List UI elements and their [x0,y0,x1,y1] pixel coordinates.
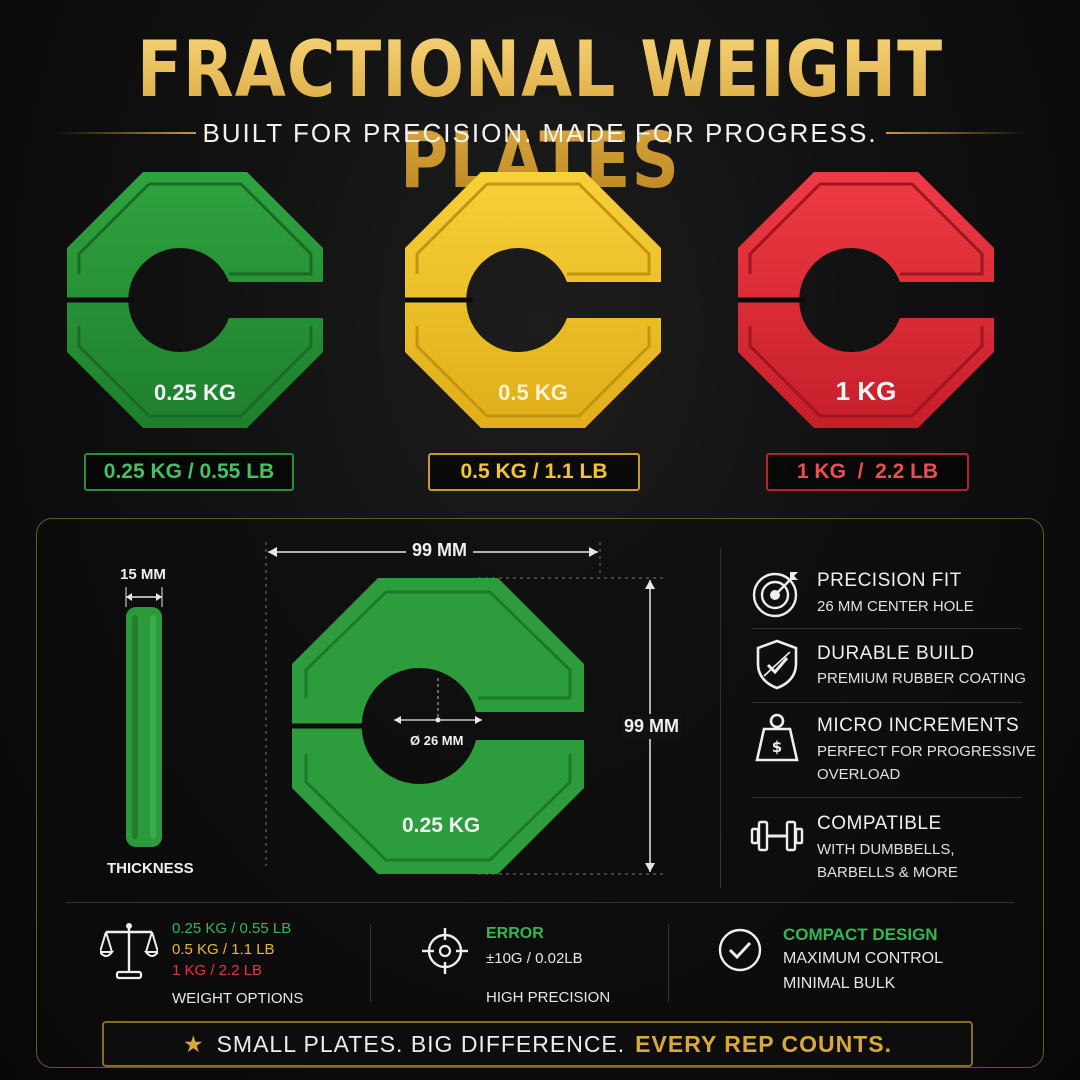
plate-yellow-label: 0.5 KG [498,380,568,405]
compact-title: COMPACT DESIGN [783,925,938,944]
weight-pill-yellow: 0.5 KG / 1.1 LB [428,453,640,491]
target-icon [752,572,798,618]
thickness-diagram [125,587,163,847]
compact-line-1: MAXIMUM CONTROL [783,950,943,967]
divider-left [56,132,196,134]
compact-line-2: MINIMAL BULK [783,975,896,992]
scale-icon [100,923,158,980]
thickness-value: 15 MM [120,566,166,583]
weight-option-green: 0.25 KG / 0.55 LB [172,920,292,937]
weight-pill-green: 0.25 KG / 0.55 LB [84,453,294,491]
plate-yellow [405,172,661,428]
height-dimension: 99 MM [622,714,682,739]
weight-option-red: 1 KG / 2.2 LB [172,962,263,979]
star-icon: ★ [182,1030,205,1057]
weight-options-label: WEIGHT OPTIONS [172,990,304,1007]
feature-title-micro: MICRO INCREMENTS [817,715,1020,736]
plate-green-label: 0.25 KG [154,380,236,405]
weight-option-yellow: 0.5 KG / 1.1 LB [172,941,275,958]
feature-divider [752,702,1022,703]
dumbbell-icon [750,820,804,852]
plates-row: 0.25 KG 0.5 KG 1 KG [67,172,994,428]
feature-title-precision: PRECISION FIT [817,570,962,591]
weight-pill-red: 1 KG / 2.2 LB [766,453,969,491]
stats-divider-v1 [370,924,371,1002]
width-dimension: 99 MM [406,540,474,561]
plate-red-label: 1 KG [836,376,897,406]
plate-red [738,172,994,428]
feature-title-durable: DURABLE BUILD [817,643,975,664]
panel-divider [720,548,721,888]
feature-sub-compatible: WITH DUMBBELLS, [817,841,955,858]
svg-text:$: $ [772,738,782,756]
feature-sub-precision: 26 MM CENTER HOLE [817,598,974,615]
error-value: ±10G / 0.02LB [486,950,583,967]
feature-title-compatible: COMPATIBLE [817,813,942,834]
error-label: HIGH PRECISION [486,989,611,1006]
feature-sub-compatible-2: BARBELLS & MORE [817,864,958,881]
error-title: ERROR [486,925,544,942]
feature-sub-micro: PERFECT FOR PROGRESSIVE [817,743,1036,760]
plate-dimension-diagram [265,542,663,875]
feature-sub-micro-2: OVERLOAD [817,766,901,783]
page-subtitle: BUILT FOR PRECISION. MADE FOR PROGRESS. [202,118,878,148]
plate-green [67,172,323,428]
divider-right [886,132,1026,134]
page-title: FRACTIONAL WEIGHT PLATES [0,24,1080,206]
shield-icon [756,639,798,690]
banner-text: SMALL PLATES. BIG DIFFERENCE. [216,1030,626,1057]
crosshair-icon [422,928,468,974]
stats-divider [66,902,1014,903]
check-circle-icon [718,928,762,972]
stats-divider-v2 [668,924,669,1002]
feature-divider [752,797,1022,798]
hole-dimension: Ø 26 MM [410,733,464,748]
thickness-label: THICKNESS [107,860,194,877]
bottom-banner: ★ SMALL PLATES. BIG DIFFERENCE. EVERY RE… [102,1021,973,1067]
feature-sub-durable: PREMIUM RUBBER COATING [817,670,1026,687]
feature-divider [752,628,1022,629]
diagram-plate-label: 0.25 KG [402,814,481,837]
weight-icon: $ [755,713,799,762]
banner-accent-text: EVERY REP COUNTS. [635,1030,893,1057]
